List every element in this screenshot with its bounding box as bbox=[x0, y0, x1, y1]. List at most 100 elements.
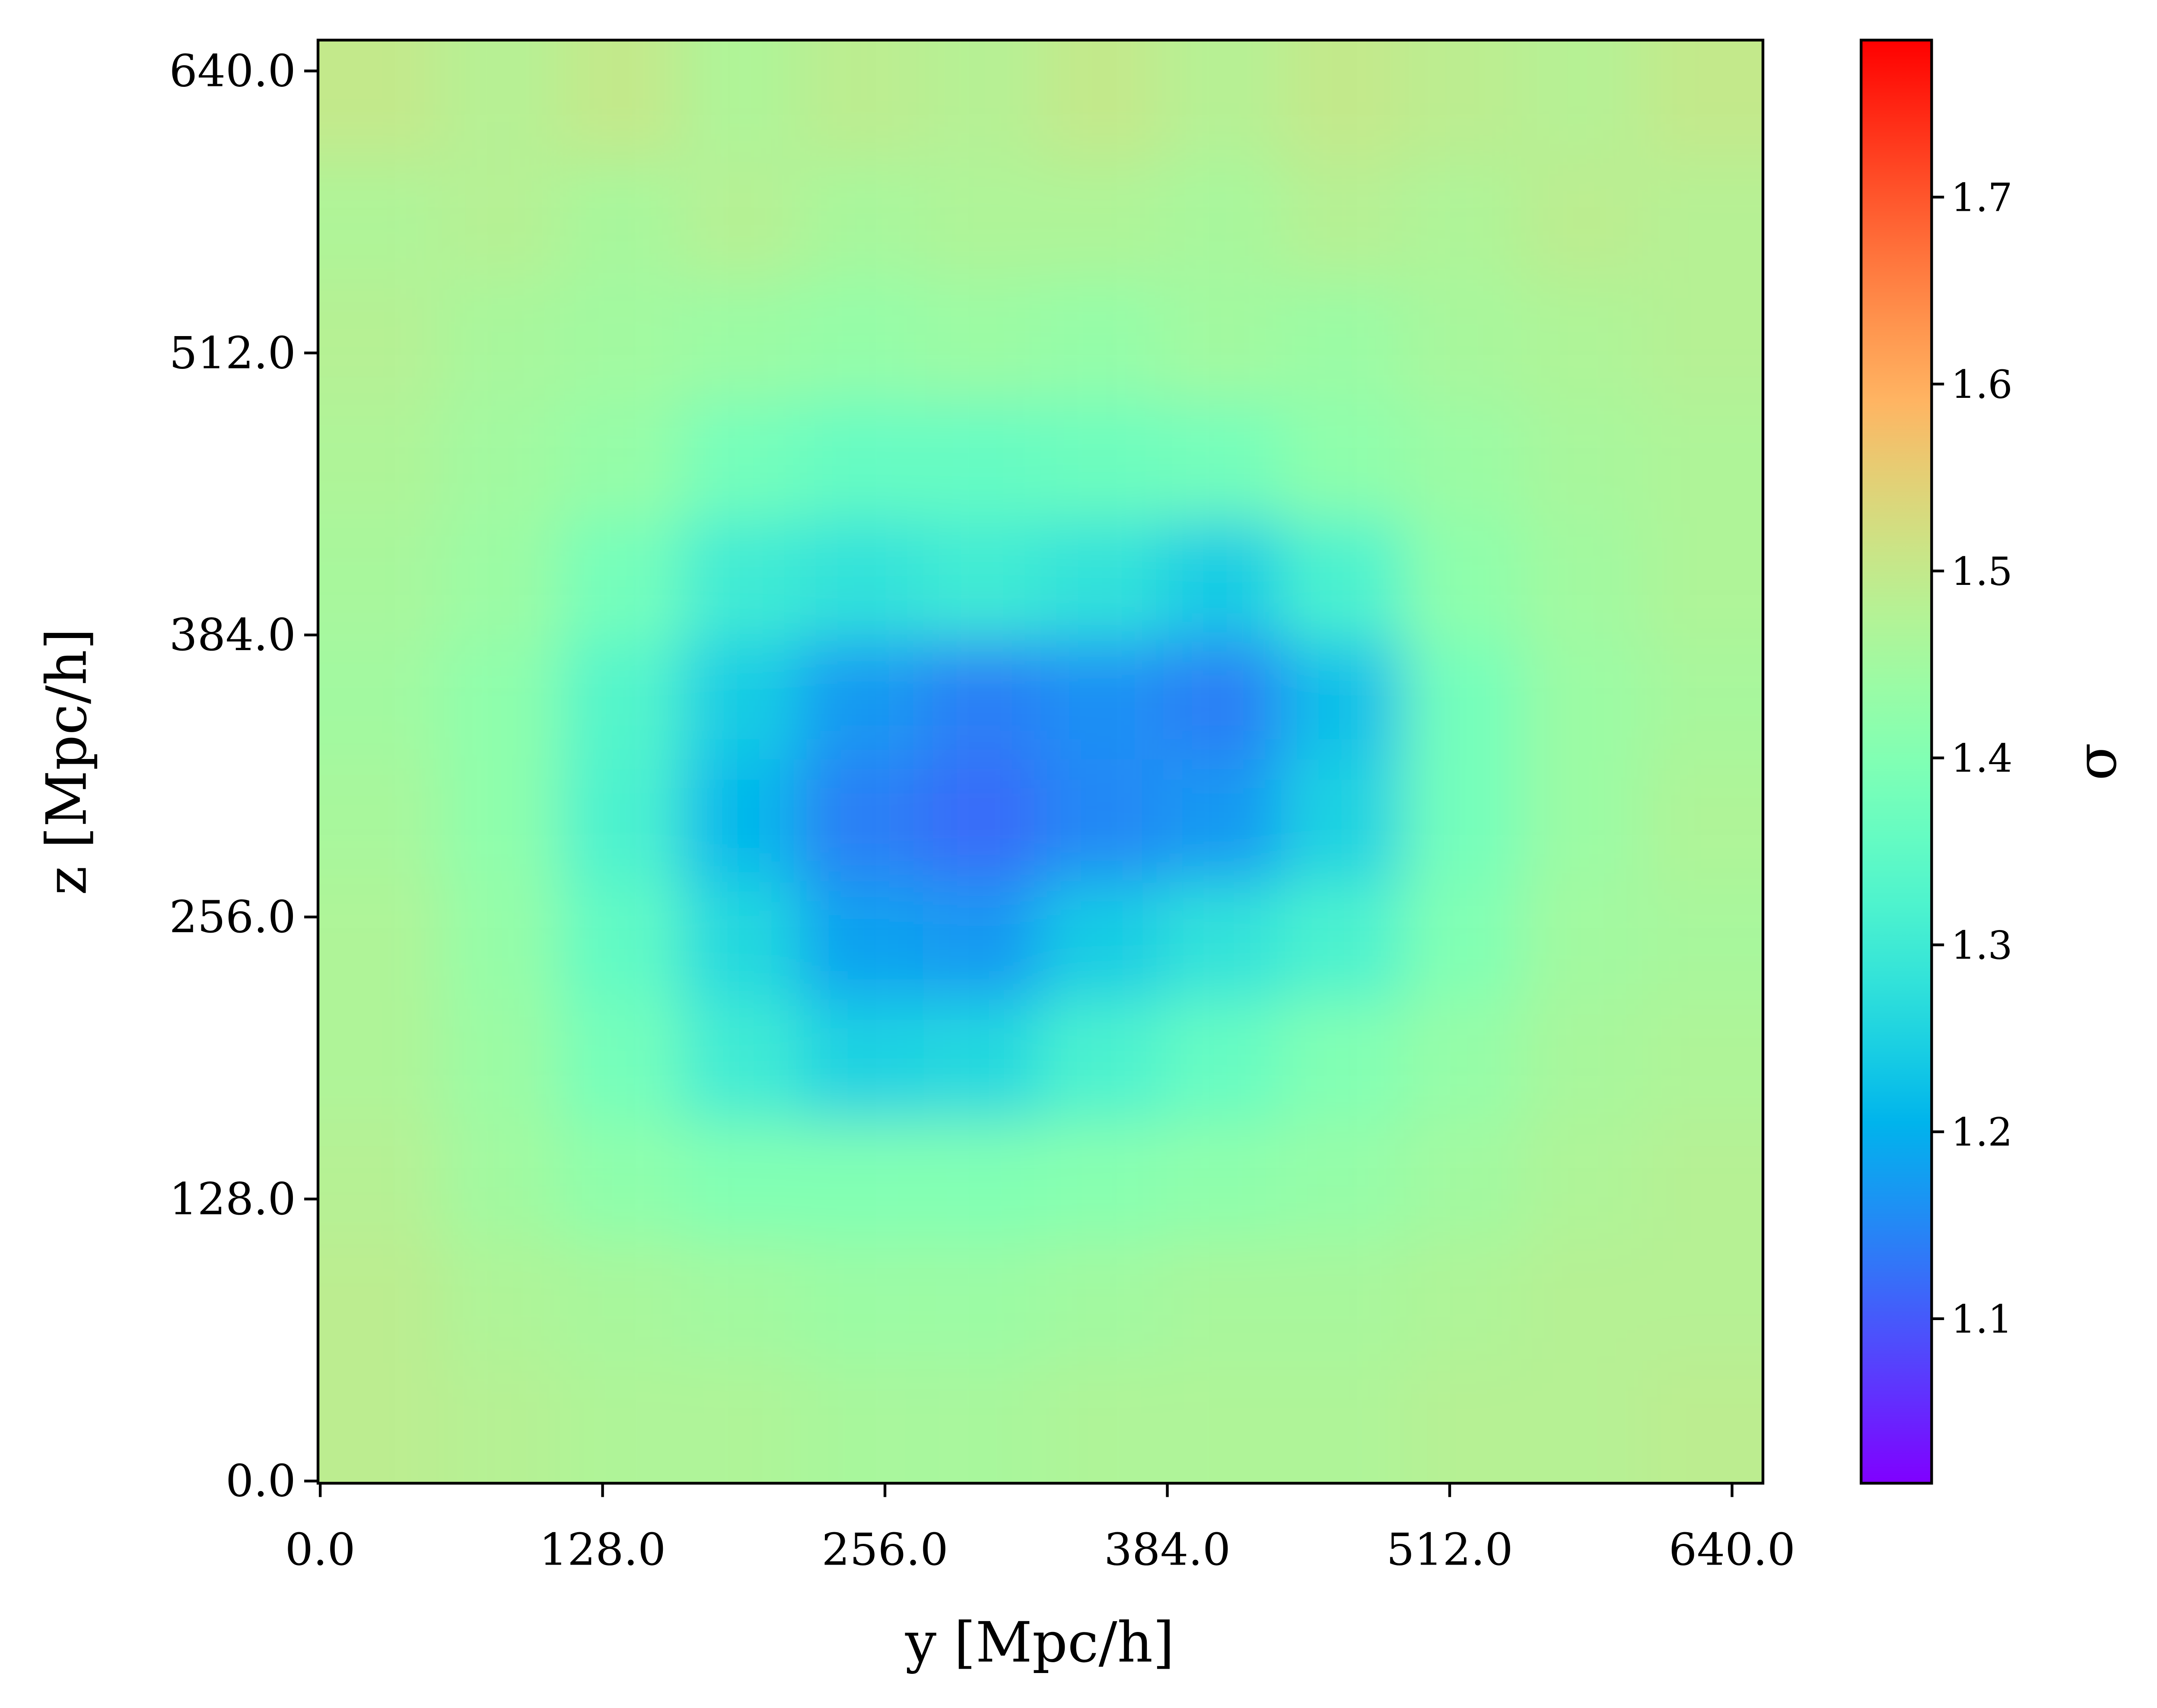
heatmap-cell bbox=[1163, 161, 1283, 281]
heatmap-cell bbox=[318, 161, 441, 281]
heatmap-cell bbox=[1281, 401, 1403, 521]
heatmap-cell bbox=[1403, 40, 1524, 161]
heatmap-cell bbox=[1281, 519, 1403, 641]
x-tick-label: 512.0 bbox=[1386, 1524, 1513, 1575]
y-tick-label: 512.0 bbox=[169, 327, 296, 379]
heatmap-cell bbox=[318, 1122, 441, 1242]
heatmap-cell bbox=[441, 759, 562, 882]
heatmap-cell bbox=[1281, 882, 1403, 1002]
heatmap-cell bbox=[922, 40, 1043, 161]
heatmap-cell bbox=[1642, 641, 1763, 762]
heatmap-cell bbox=[1642, 40, 1763, 161]
heatmap-cell bbox=[1281, 1122, 1403, 1242]
heatmap-cell bbox=[1403, 1122, 1524, 1242]
heatmap-cell bbox=[1281, 40, 1403, 161]
plot-frame bbox=[316, 38, 1765, 1485]
heatmap-cell bbox=[1642, 401, 1763, 521]
heatmap-cell bbox=[560, 1122, 682, 1242]
colorbar-tick-label: 1.6 bbox=[1951, 362, 2012, 407]
heatmap-cell bbox=[922, 161, 1043, 281]
colorbar-tick-label: 1.2 bbox=[1951, 1110, 2012, 1155]
heatmap-cell bbox=[441, 1361, 562, 1483]
colorbar-tick-label: 1.5 bbox=[1951, 549, 2012, 594]
heatmap-cell bbox=[1040, 519, 1163, 641]
heatmap-cell bbox=[441, 1122, 562, 1242]
heatmap-cell bbox=[1642, 1000, 1763, 1122]
heatmap-cell bbox=[560, 759, 682, 882]
heatmap-cell bbox=[800, 40, 922, 161]
heatmap-cell bbox=[922, 1000, 1043, 1122]
heatmap-cell bbox=[318, 40, 441, 161]
heatmap-cell bbox=[1163, 401, 1283, 521]
heatmap-cell bbox=[800, 882, 922, 1002]
heatmap-cell bbox=[1642, 1361, 1763, 1483]
heatmap-cell bbox=[800, 641, 922, 762]
heatmap-cell bbox=[1040, 759, 1163, 882]
heatmap-cell bbox=[441, 1240, 562, 1362]
heatmap-cell bbox=[1403, 641, 1524, 762]
y-tick-label: 256.0 bbox=[169, 892, 296, 943]
heatmap-cell bbox=[1163, 40, 1283, 161]
y-tick-label: 640.0 bbox=[169, 45, 296, 97]
heatmap-cell bbox=[1163, 1000, 1283, 1122]
colorbar-tick-label: 1.3 bbox=[1951, 923, 2012, 968]
heatmap-cell bbox=[1403, 401, 1524, 521]
heatmap-cell bbox=[800, 401, 922, 521]
heatmap-cell bbox=[682, 161, 802, 281]
heatmap-cell bbox=[1521, 641, 1644, 762]
heatmap-cell bbox=[1040, 40, 1163, 161]
heatmap-cell bbox=[1403, 1000, 1524, 1122]
heatmap-cell bbox=[441, 40, 562, 161]
heatmap-cell bbox=[922, 519, 1043, 641]
colorbar-tick-label: 1.4 bbox=[1951, 737, 2012, 781]
heatmap-cell bbox=[1521, 882, 1644, 1002]
heatmap-cells bbox=[318, 40, 1763, 1483]
heatmap-cell bbox=[922, 279, 1043, 401]
heatmap-cell bbox=[922, 882, 1043, 1002]
heatmap-cell bbox=[922, 1240, 1043, 1362]
heatmap-cell bbox=[1040, 1122, 1163, 1242]
heatmap-cell bbox=[800, 279, 922, 401]
heatmap-cell bbox=[1642, 1122, 1763, 1242]
heatmap-cell bbox=[1521, 1000, 1644, 1122]
x-axis-label: y [Mpc/h] bbox=[905, 1610, 1174, 1675]
heatmap-cell bbox=[1040, 1000, 1163, 1122]
heatmap-cell bbox=[441, 279, 562, 401]
x-tick-label: 128.0 bbox=[539, 1524, 666, 1575]
heatmap-cell bbox=[1642, 759, 1763, 882]
heatmap-cell bbox=[1403, 882, 1524, 1002]
heatmap-cell bbox=[1403, 1240, 1524, 1362]
heatmap-cell bbox=[800, 519, 922, 641]
heatmap-cell bbox=[1040, 279, 1163, 401]
x-tick-label: 256.0 bbox=[822, 1524, 948, 1575]
heatmap-cell bbox=[1163, 641, 1283, 762]
heatmap-cell bbox=[1403, 1361, 1524, 1483]
heatmap-cell bbox=[1403, 161, 1524, 281]
heatmap-cell bbox=[682, 641, 802, 762]
heatmap-cell bbox=[800, 1000, 922, 1122]
heatmap-cell bbox=[922, 759, 1043, 882]
colorbar bbox=[1860, 38, 1933, 1485]
heatmap-cell bbox=[318, 882, 441, 1002]
heatmap-cell bbox=[441, 161, 562, 281]
heatmap bbox=[318, 40, 1763, 1483]
heatmap-cell bbox=[682, 401, 802, 521]
heatmap-cell bbox=[1521, 40, 1644, 161]
heatmap-cell bbox=[1281, 161, 1403, 281]
x-tick-label: 0.0 bbox=[285, 1524, 356, 1575]
heatmap-cell bbox=[1642, 161, 1763, 281]
heatmap-cell bbox=[1281, 1361, 1403, 1483]
heatmap-cell bbox=[1040, 882, 1163, 1002]
heatmap-cell bbox=[1281, 1240, 1403, 1362]
heatmap-cell bbox=[318, 519, 441, 641]
heatmap-cell bbox=[441, 641, 562, 762]
heatmap-cell bbox=[1521, 1361, 1644, 1483]
heatmap-cell bbox=[682, 40, 802, 161]
heatmap-cell bbox=[1521, 401, 1644, 521]
heatmap-cell bbox=[1642, 519, 1763, 641]
heatmap-cell bbox=[682, 1122, 802, 1242]
heatmap-cell bbox=[1040, 641, 1163, 762]
heatmap-cell bbox=[560, 882, 682, 1002]
heatmap-cell bbox=[318, 1361, 441, 1483]
heatmap-cell bbox=[682, 519, 802, 641]
